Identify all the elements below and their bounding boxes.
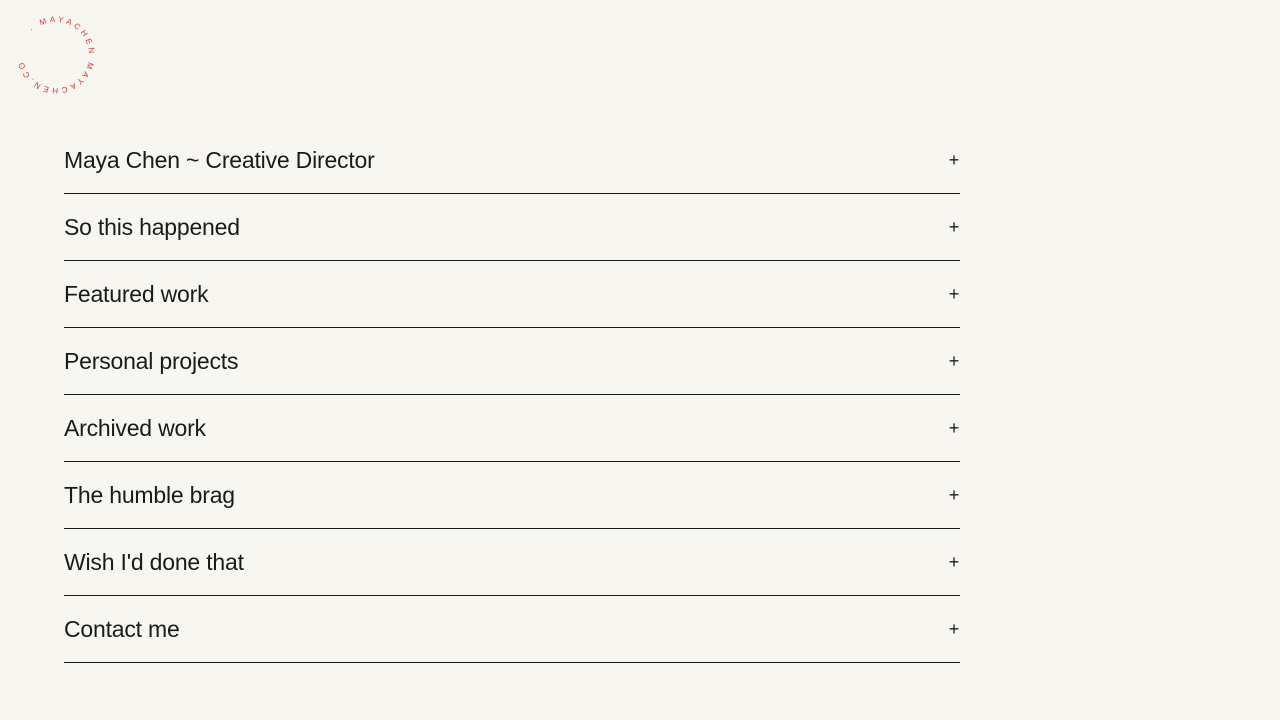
accordion-item[interactable]: Archived work + xyxy=(64,395,960,462)
accordion-item[interactable]: Featured work + xyxy=(64,261,960,328)
plus-icon[interactable]: + xyxy=(948,351,960,371)
accordion-item-label: So this happened xyxy=(64,214,240,240)
plus-icon[interactable]: + xyxy=(948,217,960,237)
circular-logo[interactable]: · MAYACHEN MAYACHEN.COM xyxy=(11,8,96,95)
plus-icon[interactable]: + xyxy=(948,284,960,304)
accordion-item[interactable]: The humble brag + xyxy=(64,462,960,529)
accordion-item-label: Wish I'd done that xyxy=(64,549,244,575)
accordion-item-label: Archived work xyxy=(64,415,206,441)
accordion-item[interactable]: So this happened + xyxy=(64,194,960,261)
accordion-item-label: The humble brag xyxy=(64,482,235,508)
plus-icon[interactable]: + xyxy=(948,485,960,505)
plus-icon[interactable]: + xyxy=(948,150,960,170)
accordion-list: Maya Chen ~ Creative Director + So this ha… xyxy=(64,127,960,663)
accordion-item-label: Personal projects xyxy=(64,348,239,374)
plus-icon[interactable]: + xyxy=(948,552,960,572)
logo-text: · MAYACHEN MAYACHEN.COM xyxy=(11,8,93,95)
accordion-item[interactable]: Wish I'd done that + xyxy=(64,529,960,596)
accordion-item-label: Contact me xyxy=(64,616,180,642)
plus-icon[interactable]: + xyxy=(948,619,960,639)
accordion-item[interactable]: Personal projects + xyxy=(64,328,960,395)
accordion-item-label: Featured work xyxy=(64,281,209,307)
accordion-item-label: Maya Chen ~ Creative Director xyxy=(64,147,375,173)
plus-icon[interactable]: + xyxy=(948,418,960,438)
accordion-item[interactable]: Contact me + xyxy=(64,596,960,663)
svg-text:· MAYACHEN MAYACHEN.COM: · MAYACHEN MAYACHEN.COM xyxy=(16,15,96,95)
accordion-item[interactable]: Maya Chen ~ Creative Director + xyxy=(64,127,960,194)
